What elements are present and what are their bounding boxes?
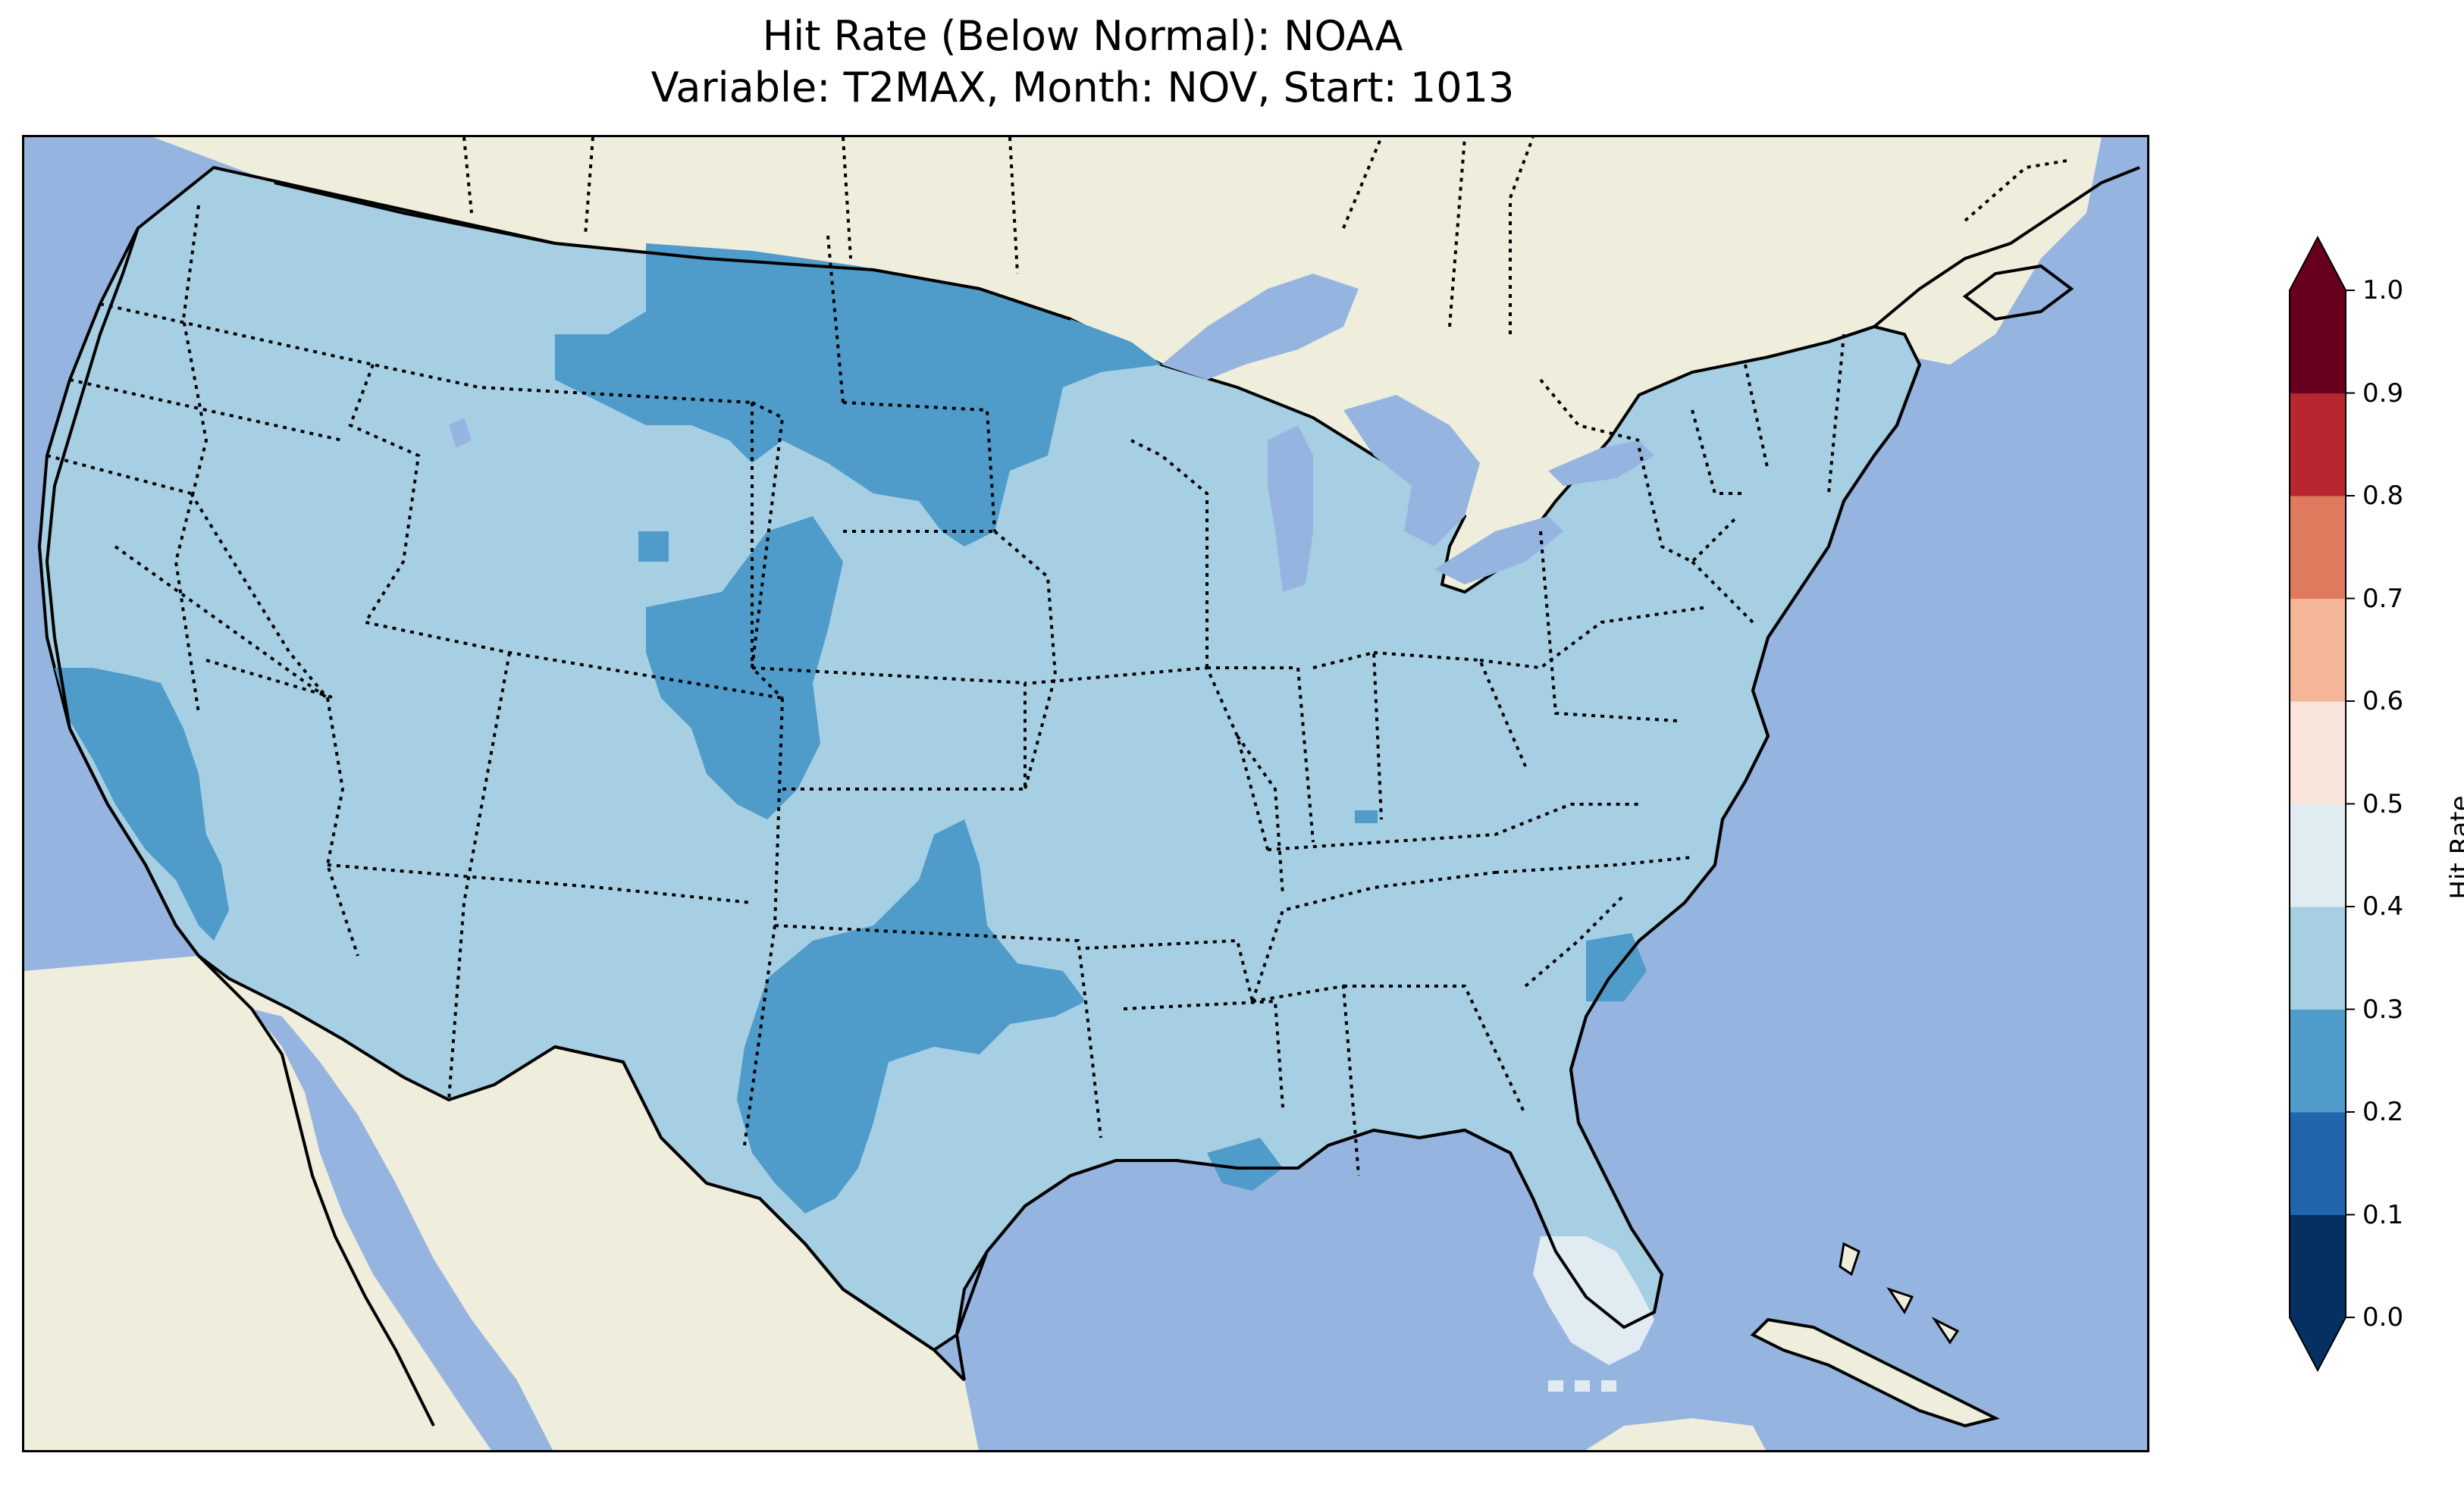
colorbar-bin-0.2-0.3 xyxy=(2290,1009,2346,1113)
colorbar-bin-0.1-0.2 xyxy=(2290,1112,2346,1215)
colorbar-bin-0.6-0.7 xyxy=(2290,598,2346,702)
title-line-1: Hit Rate (Below Normal): NOAA xyxy=(762,12,1403,60)
colorbar-bin-0.4-0.5 xyxy=(2290,803,2346,907)
lake-ontario xyxy=(1548,440,1654,486)
colorbar-tick-label: 0.5 xyxy=(2362,788,2404,819)
colorbar-bin-0.3-0.4 xyxy=(2290,907,2346,1010)
region-wyoming-colorado-0.2-0.3 xyxy=(646,516,843,819)
colorbar-tick-label: 0.6 xyxy=(2362,686,2404,716)
colorbar-outline xyxy=(2289,235,2346,1373)
region-northern-plains-0.2-0.3 xyxy=(555,243,1161,547)
colorbar-extend-min xyxy=(2290,1317,2346,1370)
bahamas-land xyxy=(1839,1242,1960,1345)
map-title: Hit Rate (Below Normal): NOAA Variable: … xyxy=(0,11,2165,114)
lake-michigan xyxy=(1268,425,1313,592)
colorbar-label: Hit Rate xyxy=(2445,795,2464,900)
colorbar-tick-label: 0.3 xyxy=(2362,994,2404,1025)
colorbar-bin-0.7-0.8 xyxy=(2290,496,2346,599)
title-line-2: Variable: T2MAX, Month: NOV, Start: 1013 xyxy=(650,64,1515,111)
us-map xyxy=(24,137,2147,1450)
colorbar-tick-label: 0.8 xyxy=(2362,481,2404,511)
coastlines xyxy=(45,166,2140,1427)
colorbar-tick-label: 0.7 xyxy=(2362,583,2404,614)
colorbar-bin-0.9-1.0 xyxy=(2290,290,2346,393)
yucatan-land xyxy=(1585,1418,1766,1450)
state-boundaries xyxy=(46,137,2072,1176)
gulf-of-california xyxy=(252,1009,553,1450)
cuba-land xyxy=(1750,1317,2000,1428)
colorbar-bin-0.5-0.6 xyxy=(2290,701,2346,804)
colorbar-tick-label: 0.4 xyxy=(2362,891,2404,922)
lake-erie xyxy=(1434,516,1563,584)
colorbar-tick-label: 0.1 xyxy=(2362,1199,2404,1230)
map-panel xyxy=(22,135,2149,1452)
colorbar-tick-label: 0.0 xyxy=(2362,1302,2404,1333)
lake-huron xyxy=(1343,395,1480,547)
colorbar-bin-0.8-0.9 xyxy=(2290,393,2346,496)
colorbar-extend-max xyxy=(2290,237,2346,290)
colorbar-tick-label: 1.0 xyxy=(2362,275,2404,305)
colorbar-tick-label: 0.9 xyxy=(2362,377,2404,409)
florida-keys-0.4-0.5 xyxy=(1548,1380,1616,1392)
great-salt-lake xyxy=(449,418,472,448)
colorbar-tick-label: 0.2 xyxy=(2362,1097,2404,1127)
colorbar-bin-0.0-0.1 xyxy=(2290,1214,2346,1318)
region-utah-spot-0.2-0.3 xyxy=(638,531,669,562)
region-southern-plains-0.2-0.3 xyxy=(737,819,1086,1214)
region-louisiana-0.2-0.3 xyxy=(1207,1138,1283,1191)
region-florida-0.4-0.5 xyxy=(1533,1236,1654,1365)
region-california-0.2-0.3 xyxy=(55,668,229,941)
baja-california xyxy=(176,956,434,1426)
lake-superior xyxy=(1161,274,1359,380)
region-kentucky-spot-0.2-0.3 xyxy=(1355,810,1378,823)
